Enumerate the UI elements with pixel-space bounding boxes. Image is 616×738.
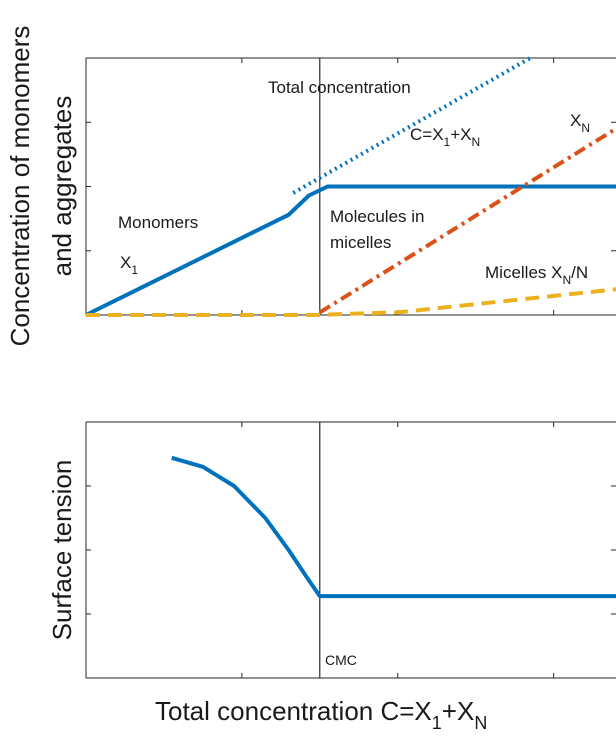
bottom-ylabel: Surface tension [47,460,77,641]
top-ylabel-line1: Concentration of monomers [5,26,35,347]
top-series-group [85,56,616,317]
bottom-series-group [171,455,616,599]
ann-micelles: Micelles XN/N [485,263,588,287]
ann-cmc: CMC [325,652,357,668]
top-series-dashed-3 [86,287,616,317]
top-series-solid-0 [85,184,616,317]
bottom-xlabel: Total concentration C=X1+XN [155,696,487,733]
top-panel: Concentration of monomers and aggregates… [5,26,616,347]
bottom-series-solid-0 [171,455,616,599]
top-ylabel-line2: and aggregates [47,96,77,277]
ann-sum-formula: C=X1+XN [410,125,480,149]
ann-total-concentration: Total concentration [268,78,411,97]
bottom-panel: Surface tension CMC Total concentration … [47,421,616,733]
ann-monomers: Monomers [118,213,198,232]
bottom-ticks [85,421,616,679]
ann-molecules-line1: Molecules in [330,207,425,226]
ann-xn: XN [570,111,590,135]
top-series-dashdot-2 [318,127,616,315]
ann-x1: X1 [120,253,138,277]
ann-molecules-line2: micelles [330,233,391,252]
